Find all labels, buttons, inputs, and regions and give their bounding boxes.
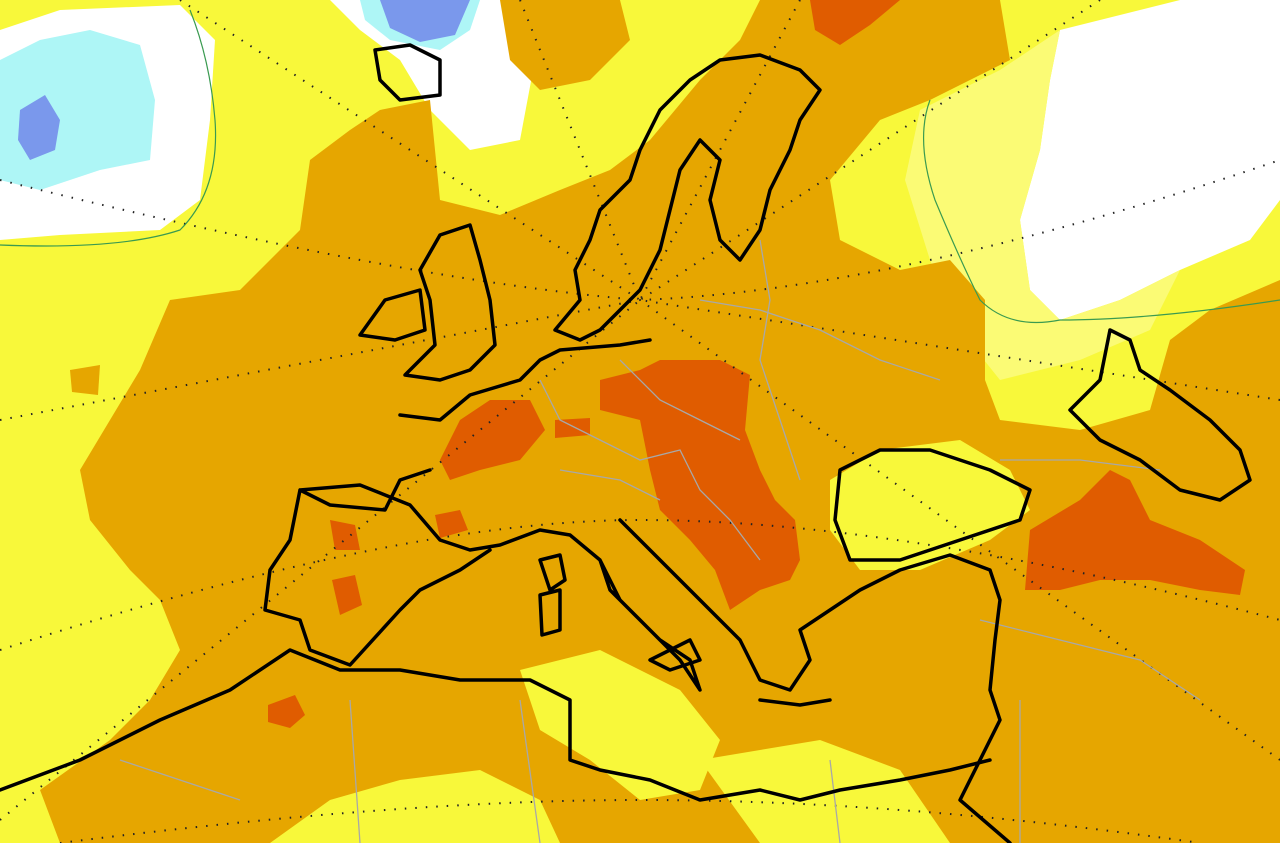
warm-anomaly (500, 0, 630, 90)
cold-core (18, 95, 60, 160)
weak-area (700, 740, 950, 843)
coastline (358, 223, 497, 382)
warm-anomaly (70, 365, 100, 395)
weak-area (520, 650, 720, 800)
cold-core (380, 0, 470, 42)
country-border (119, 239, 1201, 843)
contour (0, 9, 217, 247)
coastline (618, 518, 1012, 843)
neutral-area (1020, 0, 1280, 320)
coastline (373, 43, 442, 102)
weak-area (0, 620, 110, 780)
strong-warm-anomaly (555, 418, 590, 438)
strong-warm-anomaly (440, 400, 545, 480)
coastline (833, 448, 1032, 562)
coastline (1068, 328, 1252, 502)
strong-warm-anomaly (435, 510, 468, 538)
strong-warm-anomaly (1025, 470, 1245, 595)
graticule (0, 0, 1280, 821)
coastline (538, 553, 832, 707)
neutral-area (330, 0, 540, 150)
strong-warm-anomaly (330, 520, 360, 550)
strong-warm-anomaly (332, 575, 362, 615)
strong-warm-anomaly (810, 0, 900, 45)
contour (922, 99, 1280, 324)
coastline (553, 53, 822, 342)
coastline (263, 338, 702, 692)
coastline (0, 648, 992, 802)
strong-warm-anomaly (268, 695, 305, 728)
weak-area (830, 440, 1030, 570)
